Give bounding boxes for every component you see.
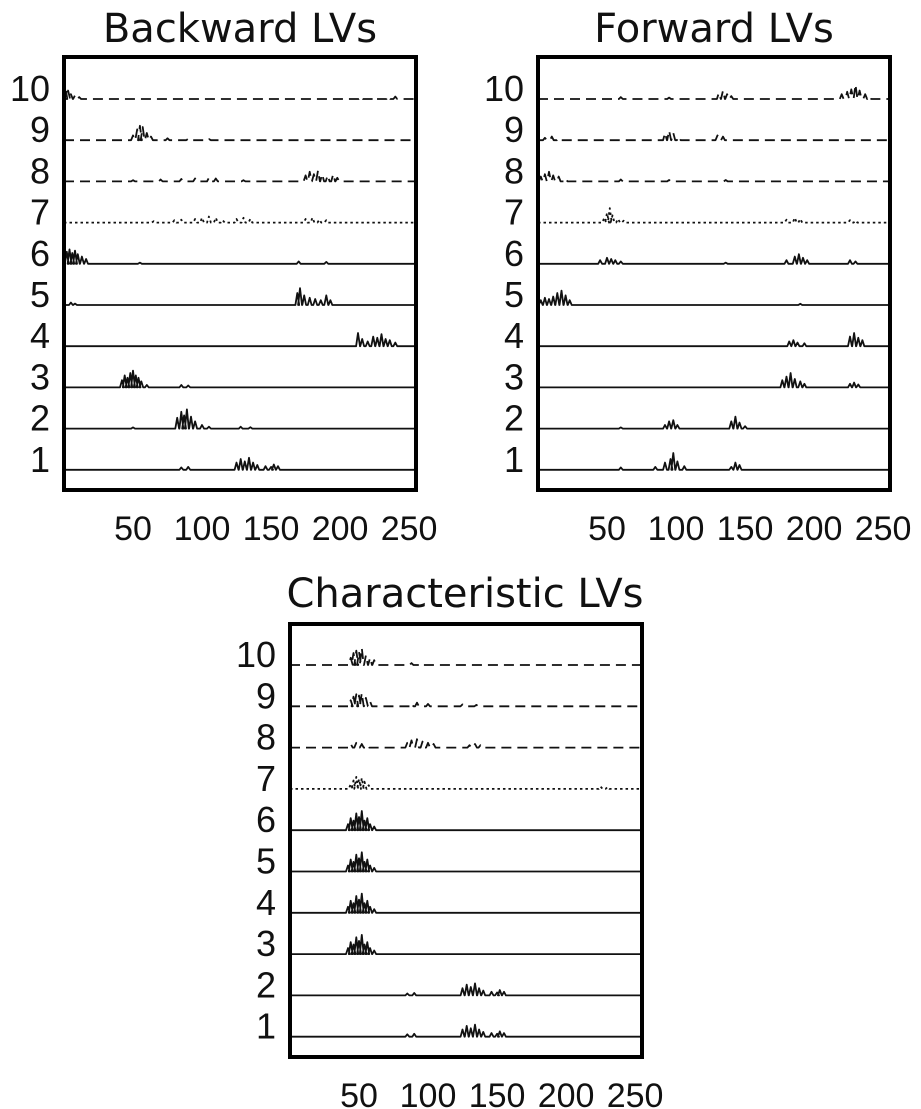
x-tick-label: 50: [114, 510, 152, 548]
y-tick-label: 6: [256, 799, 276, 840]
y-tick-label: 4: [30, 315, 50, 356]
traces: [290, 647, 642, 1038]
chart-title: Forward LVs: [594, 6, 834, 52]
y-tick-label: 7: [256, 758, 276, 799]
y-tick-label: 9: [256, 675, 276, 716]
y-tick-label: 5: [504, 274, 524, 315]
y-tick-label: 3: [504, 356, 524, 397]
x-ticks: 50 100 150 200 250: [114, 510, 437, 548]
series-line-6: [63, 248, 416, 265]
y-tick-label: 1: [504, 439, 524, 480]
x-tick-label: 50: [588, 510, 626, 548]
plot-frame: [536, 55, 892, 492]
series-line-10: [63, 86, 416, 100]
series-line-1: [538, 452, 890, 471]
series-line-6: [290, 810, 642, 832]
x-tick-label: 150: [243, 510, 300, 548]
series-line-4: [538, 332, 890, 348]
y-tick-label: 6: [504, 233, 524, 274]
y-tick-label: 3: [256, 923, 276, 964]
series-line-5: [537, 289, 890, 306]
series-line-7: [290, 776, 642, 790]
series-line-9: [290, 692, 642, 708]
x-tick-label: 200: [786, 510, 843, 548]
x-tick-label: 100: [174, 510, 231, 548]
traces: [63, 86, 416, 471]
series-line-2: [290, 982, 642, 997]
series-line-7: [64, 215, 416, 224]
series-line-8: [290, 738, 642, 749]
series-line-10: [290, 647, 642, 666]
x-tick-label: 250: [381, 510, 438, 548]
y-tick-label: 5: [256, 841, 276, 882]
y-tick-label: 10: [236, 634, 276, 675]
series-line-9: [538, 129, 890, 142]
y-tick-label: 2: [30, 398, 50, 439]
y-tick-label: 8: [30, 150, 50, 191]
y-tick-label: 4: [504, 315, 524, 356]
y-tick-label: 10: [10, 68, 50, 109]
y-tick-label: 3: [30, 356, 50, 397]
series-line-2: [538, 415, 890, 430]
x-tick-label: 200: [538, 1077, 595, 1109]
y-tick-label: 8: [504, 150, 524, 191]
y-tick-label: 5: [30, 274, 50, 315]
series-line-2: [64, 408, 416, 430]
series-line-5: [290, 851, 642, 873]
series-line-5: [64, 287, 416, 306]
y-tick-label: 7: [30, 192, 50, 233]
series-line-10: [538, 83, 890, 100]
y-tick-label: 8: [256, 717, 276, 758]
series-line-8: [537, 170, 890, 183]
chart-title: Backward LVs: [103, 6, 377, 52]
y-tick-label: 2: [256, 964, 276, 1005]
series-line-3: [290, 934, 642, 955]
y-tick-label: 9: [504, 109, 524, 150]
x-ticks: 50 100 150 200 250: [340, 1077, 663, 1109]
series-line-3: [64, 369, 416, 389]
series-line-4: [290, 892, 642, 914]
chart-title: Characteristic LVs: [286, 571, 643, 617]
x-tick-label: 250: [855, 510, 912, 548]
y-tick-label: 1: [30, 439, 50, 480]
x-tick-label: 250: [607, 1077, 664, 1109]
y-tick-label: 7: [504, 192, 524, 233]
x-tick-label: 150: [469, 1077, 526, 1109]
series-line-4: [64, 332, 416, 348]
series-line-9: [64, 124, 416, 142]
x-ticks: 50 100 150 200 250: [588, 510, 911, 548]
series-line-8: [64, 169, 416, 183]
series-line-6: [538, 253, 890, 265]
series-line-3: [538, 372, 890, 389]
y-tick-label: 4: [256, 882, 276, 923]
series-line-1: [290, 1023, 642, 1038]
y-tick-label: 9: [30, 109, 50, 150]
plot-frame: [288, 622, 644, 1059]
x-tick-label: 200: [312, 510, 369, 548]
x-tick-label: 100: [400, 1077, 457, 1109]
x-tick-label: 100: [648, 510, 705, 548]
x-tick-label: 150: [717, 510, 774, 548]
y-tick-label: 2: [504, 398, 524, 439]
y-tick-label: 1: [256, 1006, 276, 1047]
x-tick-label: 50: [340, 1077, 378, 1109]
series-line-1: [64, 456, 416, 471]
series-line-7: [538, 207, 890, 224]
traces: [537, 83, 890, 471]
plot-frame: [62, 55, 418, 492]
y-tick-label: 10: [484, 68, 524, 109]
y-tick-label: 6: [30, 233, 50, 274]
